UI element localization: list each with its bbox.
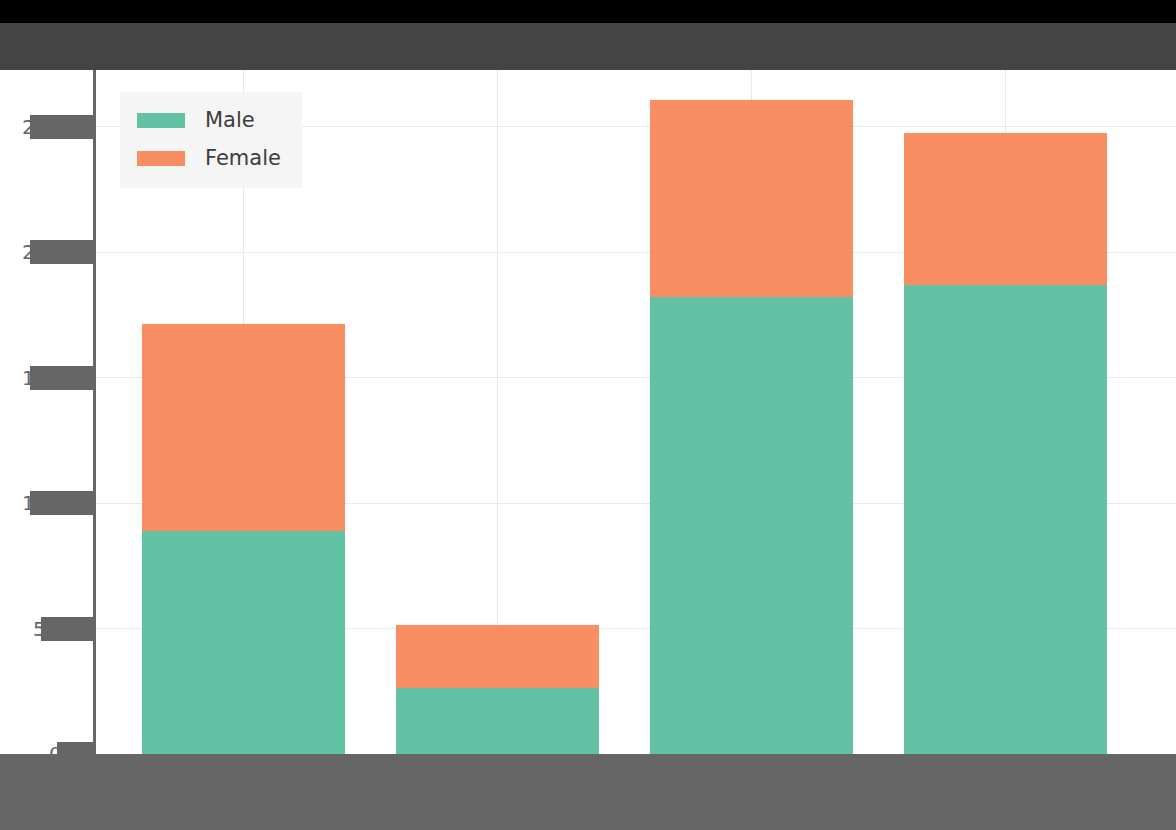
bar-2-male-segment <box>396 688 599 755</box>
legend-swatch-male-icon <box>137 113 185 128</box>
y-tick-redaction-box <box>30 115 93 139</box>
stacked-bar-1 <box>142 324 345 754</box>
bar-4-male-segment <box>904 285 1107 754</box>
legend-entry-female: Female <box>137 144 281 172</box>
y-tick-redaction-box <box>30 366 93 390</box>
legend: Male Female <box>120 92 302 188</box>
y-axis-spine <box>93 70 96 754</box>
bar-1-male-segment <box>142 531 345 754</box>
y-tick-redaction-box <box>30 240 93 264</box>
stacked-bar-4 <box>904 133 1107 754</box>
legend-label-female: Female <box>205 146 281 170</box>
legend-swatch-female-icon <box>137 151 185 166</box>
top-black-strip <box>0 0 1176 23</box>
y-tick-redaction-box <box>30 491 93 515</box>
bar-2-female-segment <box>396 625 599 688</box>
stacked-bar-3 <box>650 100 853 754</box>
xaxis-redaction-bar <box>0 754 1176 830</box>
bar-3-male-segment <box>650 297 853 754</box>
chart-screenshot: 05001000150020002500 Male Female <box>0 0 1176 830</box>
bar-4-female-segment <box>904 133 1107 285</box>
stacked-bar-2 <box>396 625 599 754</box>
bar-1-female-segment <box>142 324 345 531</box>
legend-label-male: Male <box>205 108 255 132</box>
y-tick-redaction-box <box>41 617 93 641</box>
bar-3-female-segment <box>650 100 853 297</box>
title-redaction-bar <box>0 23 1176 70</box>
legend-entry-male: Male <box>137 106 255 134</box>
plot-area: 05001000150020002500 Male Female <box>0 70 1176 754</box>
